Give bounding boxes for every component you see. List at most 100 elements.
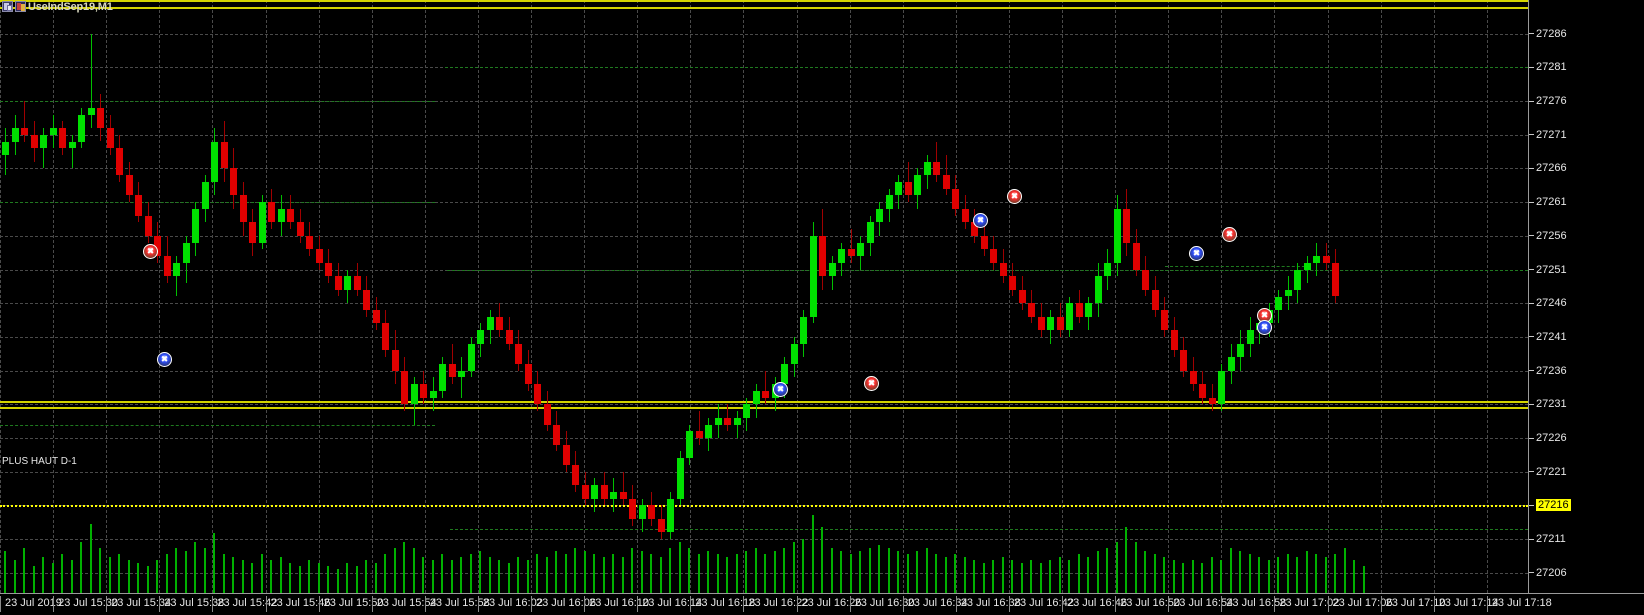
candle-body: [78, 114, 85, 142]
candle-body: [1170, 330, 1178, 351]
candle-body: [781, 363, 788, 385]
volume-bar: [735, 554, 738, 593]
time-tick-label: 23 Jul 16:26: [796, 596, 861, 612]
window-icons: [2, 1, 26, 12]
tick-dash: [1529, 471, 1534, 473]
volume-bar: [1248, 554, 1251, 593]
candle-body: [610, 491, 617, 499]
candle-body: [1303, 262, 1311, 270]
candle-body: [448, 363, 456, 378]
volume-bar: [1115, 542, 1118, 593]
buy-signal-marker[interactable]: ✖: [1189, 246, 1204, 261]
volume-bar: [868, 548, 871, 593]
candle-body: [135, 195, 142, 216]
candle-wick: [90, 33, 92, 129]
buy-signal-marker[interactable]: ✖: [157, 352, 172, 367]
volume-bar: [289, 563, 291, 593]
candle-body: [1189, 370, 1197, 385]
candle-body: [534, 384, 541, 405]
restore-window-icon[interactable]: [2, 1, 13, 12]
grid-line-horizontal: [0, 67, 1528, 69]
volume-bar: [659, 557, 662, 593]
tick-value: 27216: [1536, 499, 1571, 512]
volume-bar: [802, 539, 804, 593]
volume-bar: [118, 554, 120, 593]
time-tick-label: 23 Jul 16:02: [477, 596, 543, 612]
volume-bar: [1210, 557, 1213, 593]
price-scale[interactable]: 27286 27281 27276 27271 27266 27261 27256 27251…: [1528, 0, 1644, 593]
current-price-label: 27216: [1529, 499, 1571, 512]
chart-plot-area[interactable]: ✖ ✖ ✖ ✖ ✖ ✖ ✖ ✖ ✖ ✖ PLUS HAUT D-1: [0, 0, 1528, 593]
tick-dash: [1529, 370, 1534, 372]
tick-value: 27226: [1536, 432, 1567, 444]
candle-body: [163, 256, 171, 277]
marker-glyph: ✖: [1010, 191, 1019, 201]
tick-value: 27251: [1536, 263, 1567, 276]
tick-dash: [1529, 269, 1534, 271]
volume-bar: [184, 551, 187, 593]
candle-body: [847, 249, 855, 257]
time-tick-label: 23 Jul 16:46: [1062, 596, 1127, 612]
chart-title: UseIndSep19,M1: [28, 1, 113, 13]
tick-dash: [1529, 302, 1534, 304]
candle-body: [401, 370, 408, 405]
price-tick-label: 27256: [1529, 230, 1567, 242]
tick-dash: [1529, 134, 1534, 136]
close-window-icon[interactable]: [15, 1, 26, 12]
candle-body: [220, 141, 228, 169]
sell-signal-marker[interactable]: ✖: [143, 244, 158, 259]
buy-signal-marker[interactable]: ✖: [1257, 320, 1272, 335]
tick-value: 27236: [1536, 364, 1567, 377]
volume-bar: [963, 557, 966, 593]
price-tick-label: 27286: [1529, 28, 1567, 40]
candle-wick: [43, 128, 44, 169]
time-tick-label: 23 Jul 16:58: [1221, 596, 1286, 612]
volume-bar: [1172, 560, 1175, 593]
price-tick-label: 27241: [1529, 331, 1567, 343]
price-tick-label: 27246: [1529, 297, 1567, 309]
time-tick-label: 23 Jul 16:38: [955, 596, 1021, 612]
candle-body: [961, 208, 969, 223]
candle-body: [1218, 370, 1225, 405]
volume-bar: [1153, 554, 1156, 593]
time-tick-label: 23 Jul 15:50: [318, 596, 384, 612]
buy-signal-marker[interactable]: ✖: [973, 213, 988, 228]
candle-body: [705, 424, 712, 438]
candle-wick: [936, 141, 937, 182]
volume-bar: [726, 557, 728, 593]
grid-line-horizontal: [0, 336, 1528, 338]
candle-wick: [622, 471, 624, 506]
candle-body: [524, 363, 532, 385]
marker-glyph: ✖: [160, 354, 169, 364]
marker-glyph: ✖: [776, 384, 785, 394]
candle-wick: [71, 134, 73, 169]
candle-body: [296, 222, 304, 236]
volume-bar: [925, 548, 928, 593]
volume-bar: [1001, 557, 1004, 593]
tick-dash: [1529, 33, 1534, 35]
grid-line-horizontal: [0, 202, 1528, 204]
candle-body: [695, 431, 703, 438]
time-tick-label: 23 Jul 16:30: [849, 596, 915, 612]
candle-body: [125, 175, 133, 196]
buy-signal-marker[interactable]: ✖: [773, 382, 788, 397]
volume-bar: [1087, 557, 1089, 593]
candle-body: [49, 128, 57, 135]
candle-body: [857, 242, 864, 257]
time-tick-label: 23 Jul 15:42: [212, 596, 277, 612]
sell-signal-marker[interactable]: ✖: [864, 376, 879, 391]
candle-body: [638, 505, 646, 519]
marker-glyph: ✖: [1192, 248, 1201, 258]
volume-bar: [707, 551, 709, 593]
candle-body: [230, 168, 237, 196]
volume-bar: [1305, 551, 1308, 593]
candle-body: [268, 202, 275, 223]
candle-body: [885, 195, 893, 209]
candle-wick: [1306, 256, 1308, 284]
time-scale[interactable]: 23 Jul 2019 23 Jul 15:30 23 Jul 15:34 23 Ju…: [0, 593, 1644, 615]
volume-bar: [555, 551, 557, 593]
sell-signal-marker[interactable]: ✖: [1222, 227, 1237, 242]
time-tick-label: 23 Jul 16:54: [1168, 596, 1233, 612]
sell-signal-marker[interactable]: ✖: [1007, 189, 1022, 204]
candle-body: [1151, 289, 1159, 310]
